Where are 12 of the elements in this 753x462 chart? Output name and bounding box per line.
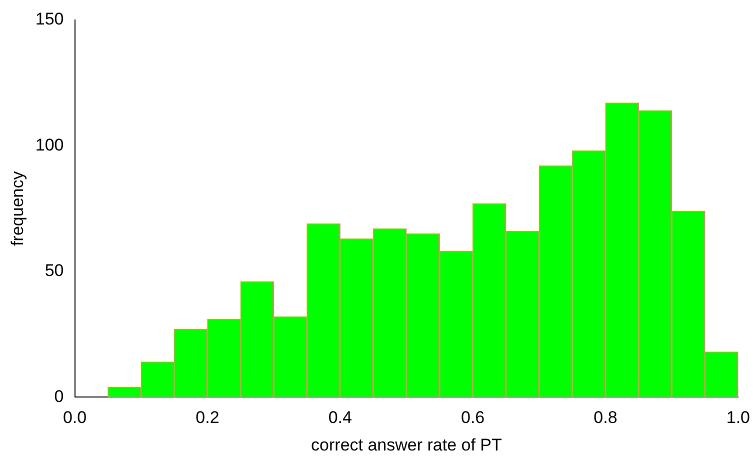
x-axis-title: correct answer rate of PT (311, 435, 502, 454)
x-tick-label: 0.0 (62, 408, 87, 428)
x-tick-label: 0.8 (594, 408, 618, 428)
x-tick-label: 1.0 (726, 408, 750, 428)
y-tick-label: 150 (35, 10, 64, 29)
y-tick-label: 100 (35, 135, 64, 154)
x-tick-label: 0.2 (196, 408, 220, 428)
x-tick-label: 0.6 (460, 408, 485, 428)
x-tick-label: 0.4 (328, 408, 352, 428)
y-axis-title: frequency (8, 170, 27, 246)
y-tick-label: 50 (44, 261, 64, 280)
y-tick-label: 0 (54, 386, 64, 406)
